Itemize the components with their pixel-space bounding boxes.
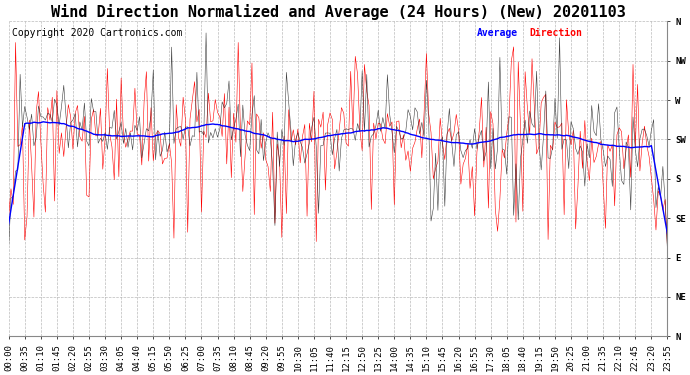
Title: Wind Direction Normalized and Average (24 Hours) (New) 20201103: Wind Direction Normalized and Average (2… (50, 4, 626, 20)
Text: Direction: Direction (529, 28, 582, 38)
Text: Copyright 2020 Cartronics.com: Copyright 2020 Cartronics.com (12, 28, 182, 38)
Text: Average: Average (476, 28, 518, 38)
